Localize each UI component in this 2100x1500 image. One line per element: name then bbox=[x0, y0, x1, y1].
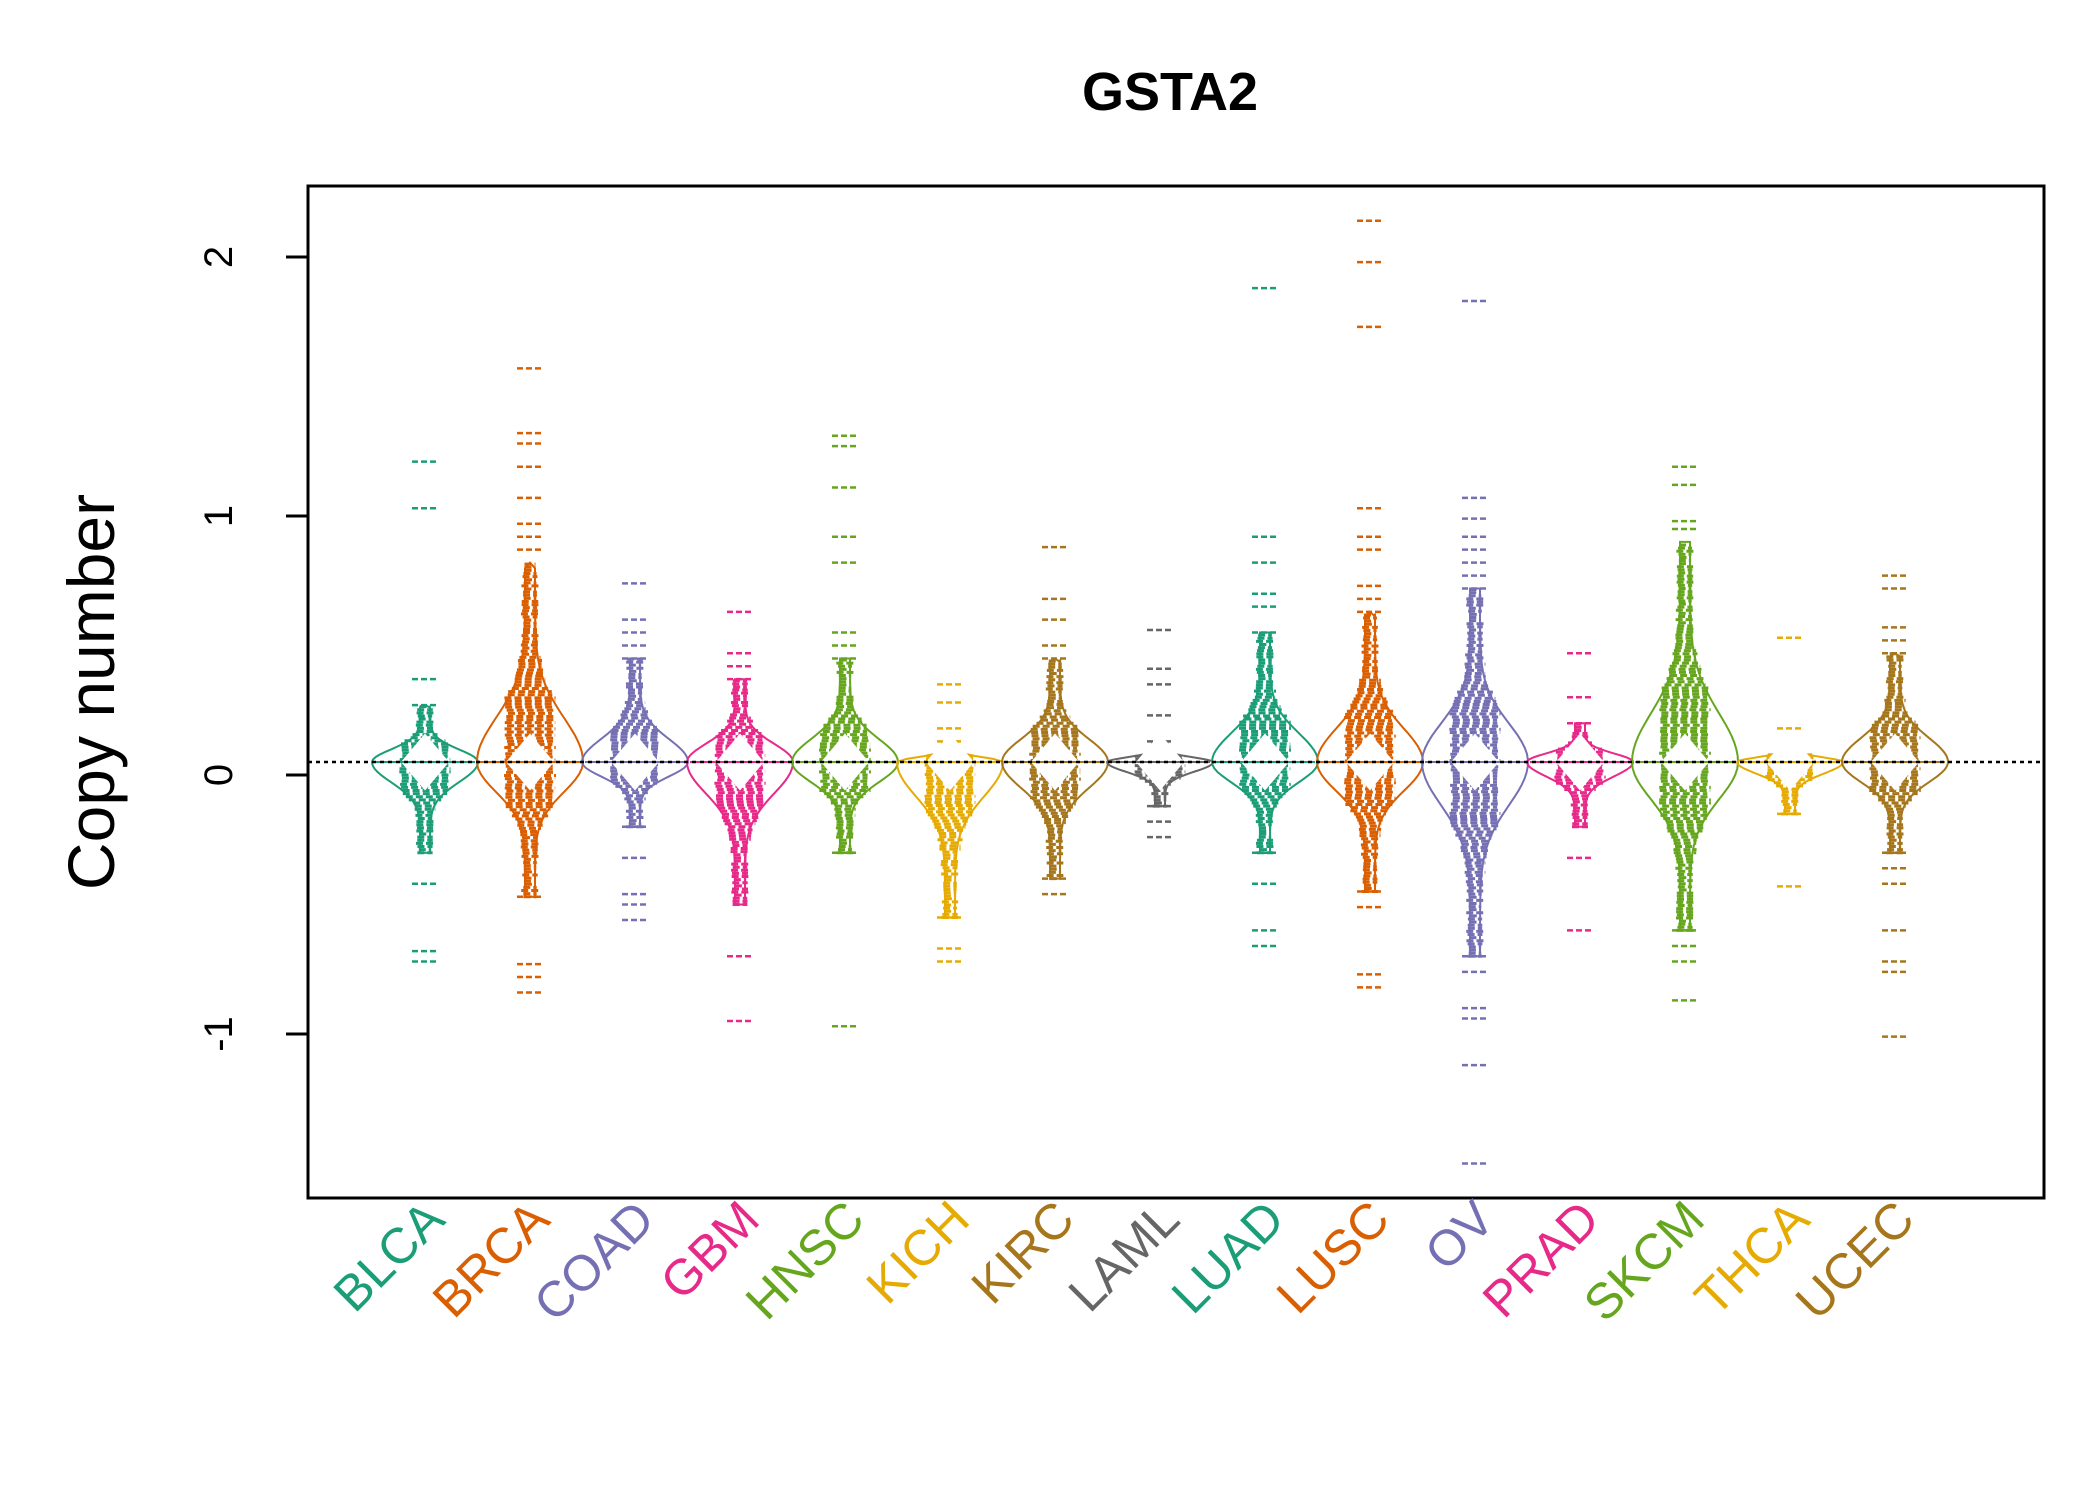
bean-outline bbox=[370, 703, 480, 854]
bean-outline bbox=[685, 678, 795, 906]
bean-outline bbox=[790, 657, 900, 854]
bean-ucec bbox=[1840, 574, 1950, 1038]
chart-title: GSTA2 bbox=[1082, 62, 1258, 122]
bean-outline bbox=[1210, 631, 1320, 854]
y-axis-label: Copy number bbox=[54, 494, 128, 890]
y-axis: -1 0 1 2 bbox=[197, 246, 310, 1052]
bean-outline bbox=[1526, 722, 1634, 828]
bean-prad bbox=[1526, 652, 1634, 932]
bean-outline bbox=[1000, 657, 1110, 880]
x-tick-label: UCEC bbox=[1785, 1190, 1925, 1330]
bean-outline bbox=[475, 561, 585, 898]
bean-coad bbox=[580, 582, 690, 922]
x-tick-label: LUSC bbox=[1266, 1190, 1400, 1324]
bean-outline bbox=[1630, 540, 1740, 932]
bean-laml bbox=[1106, 628, 1214, 839]
bean-hnsc bbox=[790, 434, 900, 1028]
bean-blca bbox=[370, 460, 480, 963]
bean-lusc bbox=[1315, 219, 1425, 989]
bean-outline bbox=[1315, 610, 1425, 893]
x-tick-label: COAD bbox=[523, 1190, 665, 1332]
bean-luad bbox=[1210, 286, 1320, 948]
bean-kich bbox=[895, 683, 1005, 963]
x-tick-label: LUAD bbox=[1161, 1190, 1295, 1324]
y-tick-label: 1 bbox=[197, 505, 241, 527]
x-tick-label: LAML bbox=[1058, 1190, 1190, 1322]
bean-outline bbox=[580, 657, 690, 828]
bean-kirc bbox=[1000, 545, 1110, 896]
x-tick-label: HNSC bbox=[735, 1190, 875, 1330]
bean-outline bbox=[1421, 587, 1529, 958]
x-tick-label: OV bbox=[1414, 1190, 1505, 1281]
plot-frame bbox=[306, 184, 2046, 1200]
bean-ov bbox=[1421, 299, 1529, 1165]
x-tick-label: KICH bbox=[856, 1190, 980, 1314]
x-tick-label: KIRC bbox=[961, 1190, 1085, 1314]
y-tick-label: 0 bbox=[197, 764, 241, 786]
y-tick-label: 2 bbox=[197, 246, 241, 268]
x-tick-label: SKCM bbox=[1573, 1190, 1715, 1332]
bean-brca bbox=[475, 367, 585, 994]
plot-area bbox=[308, 219, 2044, 1165]
y-tick-label: -1 bbox=[197, 1016, 241, 1052]
bean-outline bbox=[1840, 652, 1950, 854]
bean-gbm bbox=[685, 610, 795, 1023]
bean-skcm bbox=[1630, 465, 1740, 1002]
